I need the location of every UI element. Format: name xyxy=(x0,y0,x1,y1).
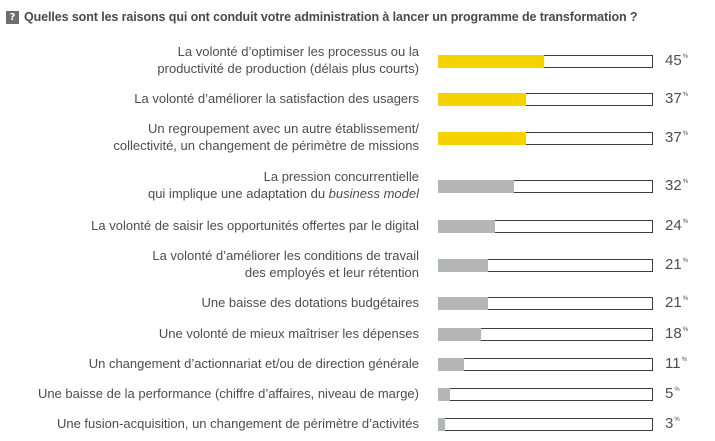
bar-label: La volonté d’améliorer la satisfaction d… xyxy=(134,90,419,106)
bar-track xyxy=(438,297,653,310)
bar-label: La volonté d’améliorer les conditions de… xyxy=(152,248,419,280)
question-icon: ? xyxy=(6,10,19,24)
bar xyxy=(438,418,446,431)
bar-track xyxy=(438,220,653,233)
bar xyxy=(438,93,526,106)
chart-title: Quelles sont les raisons qui ont conduit… xyxy=(24,10,638,24)
bar-label: La volonté d’optimiser les processus ou … xyxy=(157,44,419,76)
bar-value: 21% xyxy=(665,294,689,311)
bar-label: Un regroupement avec un autre établissem… xyxy=(113,121,419,153)
bar-value: 37% xyxy=(665,129,689,146)
bar-track xyxy=(438,55,653,68)
bar-track xyxy=(438,418,653,431)
bar-label: Une baisse de la performance (chiffre d’… xyxy=(37,385,419,401)
bar xyxy=(438,388,450,401)
bar-label: La volonté de saisir les opportunités of… xyxy=(91,217,419,233)
bar xyxy=(438,180,514,193)
bar-track xyxy=(438,259,653,272)
bar-value: 18% xyxy=(665,325,689,342)
bar-value: 45% xyxy=(665,52,689,69)
bar-track xyxy=(438,93,653,106)
bar-track xyxy=(438,328,653,341)
bar-label: Un changement d’actionnariat et/ou de di… xyxy=(88,355,419,371)
bar xyxy=(438,132,526,145)
bar-track xyxy=(438,358,653,371)
bar-label: La pression concurrentielle qui implique… xyxy=(147,169,419,201)
bar xyxy=(438,220,495,233)
bar-track xyxy=(438,132,653,145)
bar-track xyxy=(438,180,653,193)
bar-label: Une fusion-acquisition, un changement de… xyxy=(56,415,419,431)
bar xyxy=(438,55,545,68)
chart-title-row: ? Quelles sont les raisons qui ont condu… xyxy=(6,8,638,26)
bar-value: 32% xyxy=(665,177,689,194)
bar-value: 5% xyxy=(665,385,680,402)
bar xyxy=(438,358,464,371)
bar-label: Une baisse des dotations budgétaires xyxy=(201,294,419,310)
bar-value: 21% xyxy=(665,256,689,273)
bar-value: 37% xyxy=(665,90,689,107)
bar-value: 24% xyxy=(665,217,689,234)
bar xyxy=(438,259,488,272)
bar xyxy=(438,297,488,310)
bar xyxy=(438,328,481,341)
bar-track xyxy=(438,388,653,401)
bar-value: 3% xyxy=(665,415,680,432)
bar-label: Une volonté de mieux maîtriser les dépen… xyxy=(158,325,419,341)
bar-value: 11% xyxy=(665,355,687,372)
